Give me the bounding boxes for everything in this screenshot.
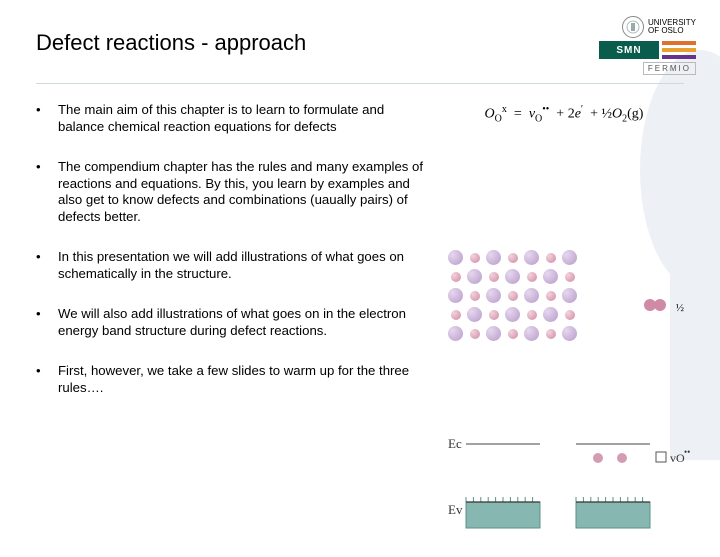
eq-vac-sup: •• [542,104,549,115]
metal-atom-icon [562,250,577,265]
metal-atom-icon [505,307,520,322]
svg-text:••: •• [684,447,690,457]
metal-atom-icon [486,250,501,265]
metal-atom-icon [448,250,463,265]
oxygen-atom-icon [546,329,556,339]
uio-seal-icon [622,16,644,38]
right-column: OOx = vO•• + 2e′ + ½O2(g) ½ v [444,102,684,420]
svg-text:vO: vO [670,451,685,465]
svg-text:Ev: Ev [448,502,463,517]
eq-lhs-sup: x [502,104,507,115]
metal-atom-icon [562,288,577,303]
oxygen-atom-icon [527,272,537,282]
metal-atom-icon [486,288,501,303]
oxygen-atom-icon [470,329,480,339]
metal-atom-icon [448,288,463,303]
eq-o2-state: (g) [627,107,643,122]
oxygen-atom-icon [546,291,556,301]
band-diagram: vO••EcEv [448,422,668,542]
oxygen-atom-icon [470,253,480,263]
oxygen-atom-icon [527,310,537,320]
bullet-text: The main aim of this chapter is to learn… [58,102,432,135]
lattice-illustration: ½ [448,250,628,374]
uio-logo: UNIVERSITY OF OSLO [622,16,696,38]
slide-title: Defect reactions - approach [36,30,306,56]
smn-bars-icon [662,41,696,59]
oxygen-atom-icon [489,310,499,320]
metal-atom-icon [448,326,463,341]
eq-lhs-sub: O [495,113,502,124]
defect-equation: OOx = vO•• + 2e′ + ½O2(g) [444,104,684,124]
metal-atom-icon [467,307,482,322]
uio-line2: OF OSLO [648,27,696,35]
bullet-text: First, however, we take a few slides to … [58,363,432,396]
oxygen-atom-icon [451,272,461,282]
bullet-text: In this presentation we will add illustr… [58,249,432,282]
eq-vac-sub: O [535,113,542,124]
eq-e-sup: ′ [581,104,583,115]
slide: Defect reactions - approach UNIVERSITY O… [0,0,720,540]
fermio-logo: FERMIO [643,62,696,75]
metal-atom-icon [524,250,539,265]
oxygen-atom-icon [470,291,480,301]
svg-text:Ec: Ec [448,436,462,451]
smn-text: SMN [599,41,659,59]
oxygen-atom-icon [451,310,461,320]
metal-atom-icon [543,269,558,284]
metal-atom-icon [486,326,501,341]
oxygen-atom-icon [508,329,518,339]
metal-atom-icon [524,326,539,341]
oxygen-atom-icon [565,272,575,282]
list-item: •The main aim of this chapter is to lear… [36,102,432,135]
oxygen-atom-icon [546,253,556,263]
eq-lhs-species: O [485,107,495,122]
oxygen-atom-icon [508,291,518,301]
oxygen-atom-icon [565,310,575,320]
oxygen-atom-icon [508,253,518,263]
header-divider [36,83,684,84]
metal-atom-icon [524,288,539,303]
lattice-fraction: ½ [676,302,684,314]
eq-o2-coeff: ½ [602,107,613,122]
eq-e-coeff: 2 [568,107,575,122]
released-o2-icon [642,296,668,319]
list-item: •In this presentation we will add illust… [36,249,432,282]
bullet-text: We will also add illustrations of what g… [58,306,432,339]
header-row: Defect reactions - approach UNIVERSITY O… [36,30,684,75]
bullet-text: The compendium chapter has the rules and… [58,159,432,225]
eq-o2: O [612,107,622,122]
smn-logo: SMN [599,41,696,59]
content-row: •The main aim of this chapter is to lear… [36,102,684,420]
metal-atom-icon [543,307,558,322]
list-item: •First, however, we take a few slides to… [36,363,432,396]
list-item: •We will also add illustrations of what … [36,306,432,339]
bullet-list: •The main aim of this chapter is to lear… [36,102,432,420]
metal-atom-icon [505,269,520,284]
metal-atom-icon [562,326,577,341]
logos-block: UNIVERSITY OF OSLO SMN FERMIO [599,16,696,75]
list-item: •The compendium chapter has the rules an… [36,159,432,225]
metal-atom-icon [467,269,482,284]
oxygen-atom-icon [489,272,499,282]
